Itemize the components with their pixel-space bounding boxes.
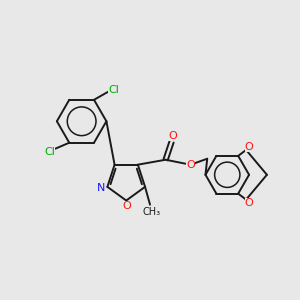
- Text: O: O: [186, 160, 195, 170]
- Text: N: N: [97, 183, 106, 193]
- Text: CH₃: CH₃: [143, 207, 161, 217]
- Text: O: O: [245, 198, 254, 208]
- Text: O: O: [168, 131, 177, 141]
- Text: O: O: [245, 142, 254, 152]
- Text: Cl: Cl: [44, 147, 55, 157]
- Text: Cl: Cl: [108, 85, 119, 95]
- Text: O: O: [123, 202, 132, 212]
